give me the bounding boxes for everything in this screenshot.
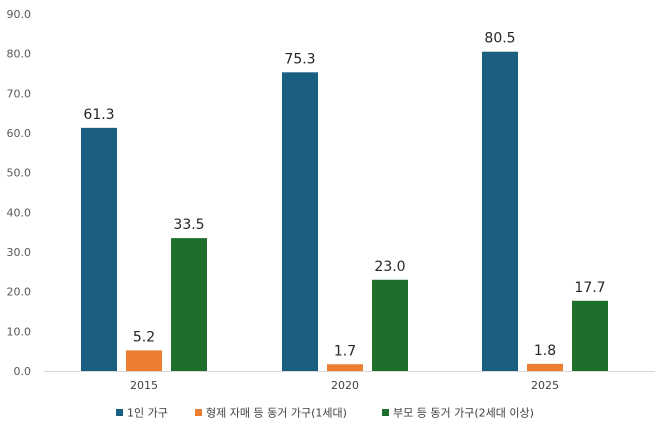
- bar: [327, 364, 363, 371]
- data-label: 1.7: [334, 343, 356, 359]
- y-tick-label: 20.0: [7, 286, 32, 299]
- legend-item: 1인 가구: [116, 407, 168, 420]
- legend-label: 형제 자매 등 동거 가구(1세대): [206, 407, 347, 420]
- legend-item: 부모 등 동거 가구(2세대 이상): [382, 407, 534, 420]
- bar: [372, 279, 408, 371]
- bar: [171, 238, 207, 371]
- data-label: 33.5: [173, 217, 204, 233]
- x-tick-label: 2025: [531, 379, 559, 392]
- y-tick-label: 30.0: [7, 246, 32, 259]
- y-tick-label: 60.0: [7, 127, 32, 140]
- y-tick-label: 10.0: [7, 325, 32, 338]
- legend-label: 1인 가구: [127, 407, 168, 420]
- data-label: 61.3: [83, 107, 114, 123]
- y-tick-label: 90.0: [7, 8, 32, 21]
- data-label: 23.0: [374, 259, 405, 275]
- y-tick-label: 50.0: [7, 167, 32, 180]
- y-tick-label: 40.0: [7, 206, 32, 219]
- bar: [572, 300, 608, 371]
- legend-label: 부모 등 동거 가구(2세대 이상): [393, 407, 534, 420]
- bar: [527, 363, 563, 371]
- bar: [282, 72, 318, 371]
- bars: [81, 51, 608, 372]
- y-tick-label: 80.0: [7, 48, 32, 61]
- y-tick-label: 70.0: [7, 87, 32, 100]
- bar: [81, 127, 117, 372]
- legend-swatch: [195, 409, 202, 416]
- data-label: 17.7: [574, 280, 605, 296]
- legend-swatch: [116, 409, 123, 416]
- x-tick-label: 2015: [130, 379, 158, 392]
- x-axis-ticks: 2015 2020 2025: [130, 379, 559, 392]
- y-axis-ticks: 0.0 10.0 20.0 30.0 40.0 50.0 60.0 70.0 80.0 90.0: [7, 8, 32, 378]
- data-label: 5.2: [133, 329, 155, 345]
- data-label: 80.5: [484, 31, 515, 47]
- bar: [482, 51, 518, 371]
- data-labels: 61.3 75.3 80.5 5.2 1.7 1.8 33.5 23.0 17.7: [83, 31, 605, 360]
- data-label: 1.8: [534, 343, 556, 359]
- data-label: 75.3: [284, 51, 315, 67]
- legend: 1인 가구 형제 자매 등 동거 가구(1세대) 부모 등 동거 가구(2세대 이상…: [116, 407, 534, 420]
- y-tick-label: 0.0: [14, 365, 32, 378]
- legend-item: 형제 자매 등 동거 가구(1세대): [195, 407, 347, 420]
- bar: [126, 350, 162, 371]
- legend-swatch: [382, 409, 389, 416]
- x-tick-label: 2020: [331, 379, 359, 392]
